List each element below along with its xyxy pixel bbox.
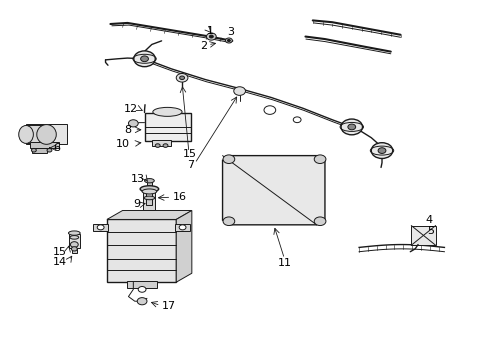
Text: 3: 3 [227,27,234,37]
Text: 2: 2 [200,41,207,50]
Circle shape [138,287,146,292]
Ellipse shape [140,186,158,192]
Circle shape [70,242,78,247]
Text: 16: 16 [172,192,186,202]
Circle shape [71,247,77,251]
Circle shape [340,119,362,135]
Bar [26,125,46,143]
Circle shape [227,40,230,41]
Circle shape [314,155,325,163]
Text: 11: 11 [277,258,291,268]
Circle shape [97,225,104,230]
Bar [144,113,190,141]
Circle shape [179,76,184,80]
Circle shape [209,35,213,38]
Ellipse shape [19,126,33,143]
Text: 13: 13 [131,174,145,184]
Circle shape [223,155,234,163]
Circle shape [347,124,355,130]
Ellipse shape [144,196,155,200]
Circle shape [314,217,325,226]
Bar [410,226,435,245]
Text: 17: 17 [161,301,175,311]
Text: 9: 9 [133,199,140,210]
Circle shape [128,120,138,127]
Polygon shape [176,211,191,282]
Circle shape [223,217,234,226]
Circle shape [377,148,385,153]
Text: 7: 7 [187,160,194,170]
Circle shape [137,298,147,305]
Circle shape [233,87,245,95]
Text: 15: 15 [53,247,67,257]
Circle shape [155,144,160,147]
Circle shape [206,33,216,40]
Circle shape [134,51,155,67]
Text: 8: 8 [124,125,131,135]
Polygon shape [107,220,176,282]
Text: 6: 6 [53,143,60,153]
Bar [152,140,171,145]
Text: 12: 12 [124,104,138,114]
Polygon shape [107,211,191,220]
Bar [32,148,47,153]
Circle shape [163,144,167,147]
Ellipse shape [68,231,80,235]
Text: 10: 10 [115,139,129,149]
Bar [127,281,157,288]
Circle shape [47,148,52,152]
Ellipse shape [142,189,157,194]
Circle shape [176,73,187,82]
Bar [72,248,77,253]
Bar [93,224,108,231]
Ellipse shape [37,125,56,144]
Bar [69,234,80,248]
Ellipse shape [144,179,154,183]
Bar [143,191,155,211]
Circle shape [179,225,185,230]
Circle shape [225,38,232,43]
Bar [26,125,67,144]
Text: 14: 14 [53,257,67,267]
Circle shape [370,143,392,158]
Ellipse shape [70,235,79,239]
Text: 4: 4 [425,215,431,225]
Bar [30,142,59,148]
Text: 5: 5 [427,226,433,236]
Ellipse shape [153,107,182,116]
Polygon shape [222,156,325,225]
Text: 1: 1 [206,26,213,36]
Circle shape [31,148,36,152]
Circle shape [141,56,148,62]
Bar [146,193,152,205]
Text: 15: 15 [183,149,197,159]
Bar [175,224,189,231]
Bar [147,181,152,188]
